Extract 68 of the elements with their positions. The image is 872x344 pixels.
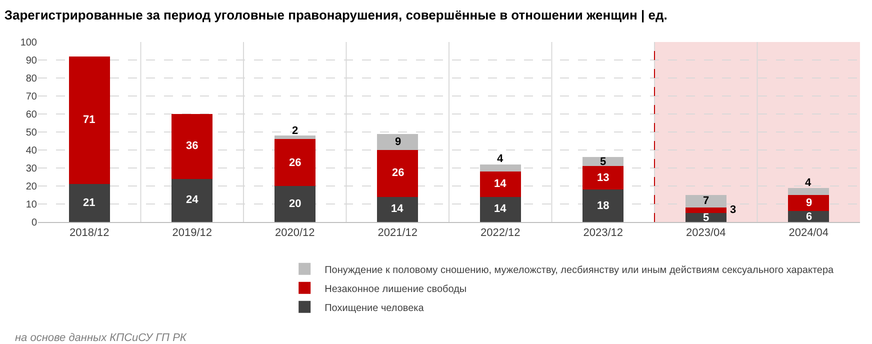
bar bbox=[685, 213, 726, 222]
bar bbox=[68, 184, 110, 222]
data-label: 20 bbox=[289, 198, 302, 210]
x-tick-label: 2021/12 bbox=[378, 227, 418, 240]
chart-title: Зарегистрированные за период уголовные правонарушения, совершённые в отношении женщин | ед. bbox=[4, 7, 668, 22]
bar bbox=[377, 196, 418, 222]
legend-label: Похищение человека bbox=[324, 302, 424, 314]
bar bbox=[68, 56, 110, 184]
data-label: 71 bbox=[83, 114, 96, 126]
data-label: 24 bbox=[186, 194, 200, 206]
bar bbox=[582, 190, 624, 222]
y-tick-label: 80 bbox=[26, 74, 38, 84]
bar bbox=[480, 164, 521, 172]
data-label: 7 bbox=[703, 195, 710, 207]
data-label: 14 bbox=[494, 203, 508, 215]
data-label: 4 bbox=[805, 177, 812, 189]
bar bbox=[582, 157, 624, 166]
data-label: 2 bbox=[292, 125, 298, 137]
y-tick-label: 30 bbox=[26, 164, 38, 174]
data-label: 3 bbox=[730, 204, 736, 216]
y-tick-label: 100 bbox=[20, 38, 38, 48]
y-tick-label: 0 bbox=[31, 218, 38, 228]
data-label: 13 bbox=[597, 172, 610, 184]
bar bbox=[274, 186, 316, 222]
y-tick-label: 50 bbox=[26, 128, 38, 138]
data-label: 9 bbox=[806, 197, 812, 209]
data-label: 5 bbox=[703, 212, 710, 224]
y-tick-label: 60 bbox=[26, 110, 38, 120]
bar bbox=[685, 208, 726, 213]
x-tick-label: 2020/12 bbox=[274, 227, 315, 240]
data-label: 14 bbox=[391, 203, 404, 215]
x-tick-label: 2023/04 bbox=[686, 227, 726, 240]
x-tick-label: 2023/12 bbox=[583, 227, 624, 240]
data-label: 6 bbox=[806, 211, 812, 223]
x-tick-label: 2018/12 bbox=[69, 227, 110, 240]
bar bbox=[480, 196, 521, 222]
bar bbox=[582, 166, 624, 190]
legend-label: Незаконное лишение свободы bbox=[324, 284, 467, 295]
bar bbox=[377, 150, 418, 197]
legend-label: Понуждение к половому сношению, мужеложству, лесбиянству или иным действиям сексуального характера bbox=[324, 264, 834, 276]
bar bbox=[377, 134, 418, 150]
data-label: 26 bbox=[392, 167, 404, 179]
x-tick-label: 2022/12 bbox=[480, 227, 520, 240]
data-label: 26 bbox=[289, 157, 302, 169]
data-label: 9 bbox=[395, 136, 402, 148]
y-tick-label: 40 bbox=[26, 146, 38, 156]
y-tick-label: 20 bbox=[26, 182, 38, 192]
data-label: 5 bbox=[600, 156, 606, 168]
bar bbox=[172, 178, 213, 222]
data-label: 4 bbox=[497, 153, 504, 165]
bar bbox=[788, 188, 830, 195]
data-label: 18 bbox=[597, 200, 610, 212]
bar bbox=[480, 172, 521, 197]
y-tick-label: 90 bbox=[26, 56, 38, 66]
data-label: 21 bbox=[83, 197, 96, 209]
x-tick-label: 2019/12 bbox=[172, 227, 212, 240]
bar bbox=[274, 136, 316, 140]
bar bbox=[788, 195, 830, 212]
y-tick-label: 10 bbox=[26, 200, 38, 210]
bar bbox=[172, 114, 213, 179]
data-label: 14 bbox=[494, 178, 508, 190]
bar bbox=[274, 139, 316, 186]
text: на основе данных КПСиСУ ГП РК bbox=[15, 332, 187, 344]
y-tick-label: 70 bbox=[26, 92, 38, 102]
data-label: 36 bbox=[186, 140, 198, 152]
bar bbox=[685, 195, 726, 208]
bar bbox=[788, 211, 830, 222]
x-tick-label: 2024/04 bbox=[788, 227, 829, 240]
